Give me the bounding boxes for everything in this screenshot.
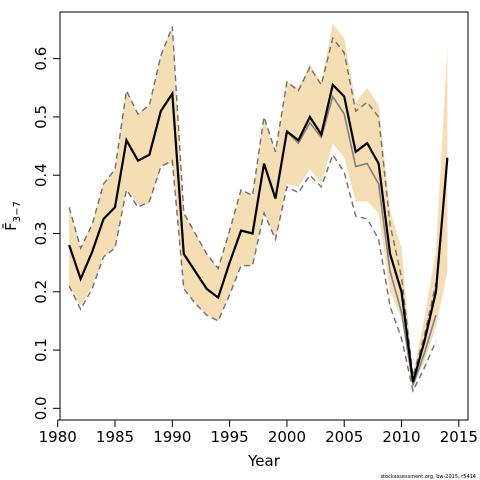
y-axis-title-main: F̄ — [1, 222, 20, 231]
y-tick-label: 0.1 — [32, 338, 50, 362]
y-tick-label: 0.4 — [32, 163, 50, 187]
x-tick-label: 2015 — [440, 428, 478, 446]
x-tick-label: 1995 — [211, 428, 249, 446]
confidence-band-layer — [69, 23, 448, 388]
x-axis-title: Year — [247, 452, 281, 470]
credit-text: stockassessment.org, bw-2015, r5414 — [380, 474, 476, 480]
x-tick-label: 2005 — [325, 428, 363, 446]
svg-text:F̄3−7: F̄3−7 — [1, 201, 23, 231]
current-estimate-layer — [68, 82, 449, 383]
x-tick-label: 1985 — [96, 428, 134, 446]
previous-lower-bound-line — [68, 153, 437, 393]
x-tick-label: 1980 — [39, 428, 77, 446]
x-tick-label: 2010 — [382, 428, 420, 446]
y-axis-title-subscript: 3−7 — [12, 201, 23, 222]
y-tick-label: 0.0 — [32, 396, 50, 420]
confidence-band — [69, 23, 448, 388]
x-tick-label: 1990 — [153, 428, 191, 446]
y-tick-label: 0.6 — [32, 47, 50, 71]
y-tick-label: 0.3 — [32, 222, 50, 246]
y-tick-label: 0.2 — [32, 280, 50, 304]
y-axis-title: F̄3−7 — [1, 201, 23, 231]
y-tick-label: 0.5 — [32, 105, 50, 129]
x-tick-label: 2000 — [268, 428, 306, 446]
y-axis: 0.0 0.1 0.2 0.3 0.4 0.5 0.6 — [32, 47, 61, 420]
current-estimate-line — [68, 82, 449, 383]
x-axis: 1980 1985 1990 1995 2000 2005 2010 2015 — [39, 419, 478, 446]
